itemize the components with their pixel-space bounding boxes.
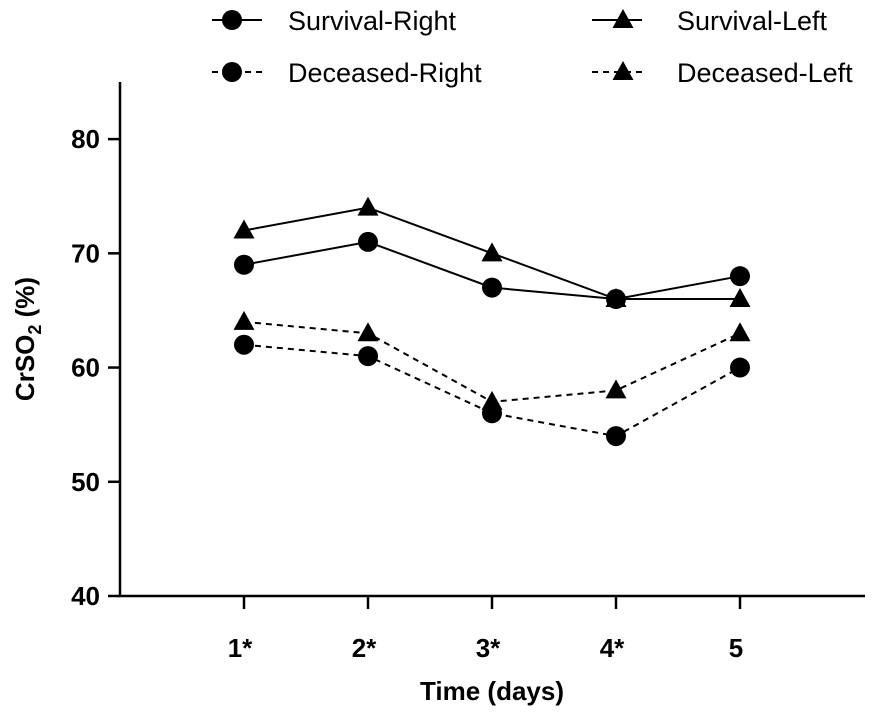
x-tick-label: 1* — [228, 633, 253, 663]
data-point-deceased-left — [605, 379, 627, 399]
data-point-deceased-right — [730, 357, 750, 378]
y-tick-label: 70 — [71, 238, 100, 268]
data-point-survival-left — [357, 196, 379, 216]
data-point-deceased-right — [358, 346, 378, 367]
y-ticks: 40 50 60 70 80 — [71, 124, 120, 611]
legend-item-survival-right: Survival-Right — [212, 6, 457, 36]
legend-label: Survival-Left — [677, 6, 828, 36]
data-point-survival-left — [233, 219, 255, 239]
x-tick-label: 5 — [729, 633, 743, 663]
legend-marker — [222, 10, 242, 30]
data-point-survival-right — [482, 277, 502, 298]
legend-item-deceased-right: Deceased-Right — [212, 58, 482, 88]
y-tick-label: 50 — [71, 467, 100, 497]
legend-label: Deceased-Right — [288, 58, 482, 88]
data-point-deceased-right — [234, 334, 254, 355]
data-point-survival-right — [234, 254, 254, 275]
series-survival-left — [233, 196, 751, 308]
legend-marker — [612, 61, 634, 80]
legend-label: Survival-Right — [288, 6, 457, 36]
data-point-deceased-left — [729, 322, 751, 342]
series-layer — [233, 196, 751, 447]
y-axis-title-main: CrSO — [10, 335, 40, 401]
y-axis-title-subscript: 2 — [25, 325, 45, 335]
legend-marker — [612, 9, 634, 28]
data-point-deceased-right — [606, 426, 626, 447]
data-point-survival-left — [605, 288, 627, 308]
data-point-deceased-left — [233, 310, 255, 330]
legend-label: Deceased-Left — [677, 58, 853, 88]
data-point-deceased-left — [481, 390, 503, 410]
x-tick-label: 4* — [600, 633, 625, 663]
y-tick-label: 40 — [71, 581, 100, 611]
data-point-survival-left — [481, 242, 503, 262]
x-ticks: 1* 2* 3* 4* 5 — [228, 596, 743, 663]
x-axis-title: Time (days) — [420, 676, 564, 706]
y-tick-label: 80 — [71, 124, 100, 154]
legend-marker — [222, 62, 242, 82]
x-tick-label: 3* — [476, 633, 501, 663]
y-tick-label: 60 — [71, 353, 100, 383]
legend-item-survival-left: Survival-Left — [592, 6, 828, 36]
data-point-survival-left — [729, 288, 751, 308]
data-point-deceased-left — [357, 322, 379, 342]
axes — [118, 82, 865, 598]
x-tick-label: 2* — [352, 633, 377, 663]
series-line-deceased-right — [243, 343, 741, 438]
data-point-survival-right — [358, 231, 378, 252]
data-point-survival-right — [730, 266, 750, 287]
series-deceased-left — [233, 310, 751, 410]
y-axis-title: CrSO2 (%) — [10, 277, 45, 401]
series-line-deceased-left — [243, 320, 741, 403]
legend: Survival-Right Survival-Left Deceased-Righ… — [212, 6, 853, 88]
y-axis-title-unit: (%) — [10, 277, 40, 325]
legend-item-deceased-left: Deceased-Left — [592, 58, 853, 88]
series-deceased-right — [234, 334, 750, 447]
